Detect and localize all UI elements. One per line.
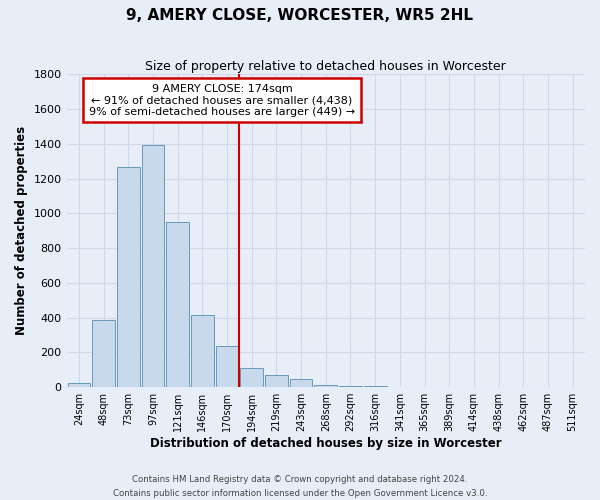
Bar bbox=[191, 315, 214, 387]
Bar bbox=[388, 386, 411, 387]
Title: Size of property relative to detached houses in Worcester: Size of property relative to detached ho… bbox=[145, 60, 506, 73]
Bar bbox=[215, 346, 238, 387]
Bar bbox=[241, 368, 263, 387]
Text: 9, AMERY CLOSE, WORCESTER, WR5 2HL: 9, AMERY CLOSE, WORCESTER, WR5 2HL bbox=[127, 8, 473, 22]
Bar bbox=[290, 378, 313, 387]
Bar bbox=[117, 167, 140, 387]
Bar bbox=[339, 386, 362, 387]
Bar bbox=[68, 383, 90, 387]
Bar bbox=[314, 384, 337, 387]
X-axis label: Distribution of detached houses by size in Worcester: Distribution of detached houses by size … bbox=[150, 437, 502, 450]
Bar bbox=[364, 386, 386, 387]
Bar bbox=[92, 320, 115, 387]
Bar bbox=[265, 376, 288, 387]
Text: Contains HM Land Registry data © Crown copyright and database right 2024.
Contai: Contains HM Land Registry data © Crown c… bbox=[113, 476, 487, 498]
Bar bbox=[142, 144, 164, 387]
Y-axis label: Number of detached properties: Number of detached properties bbox=[15, 126, 28, 335]
Bar bbox=[166, 222, 189, 387]
Text: 9 AMERY CLOSE: 174sqm
← 91% of detached houses are smaller (4,438)
9% of semi-de: 9 AMERY CLOSE: 174sqm ← 91% of detached … bbox=[89, 84, 355, 117]
